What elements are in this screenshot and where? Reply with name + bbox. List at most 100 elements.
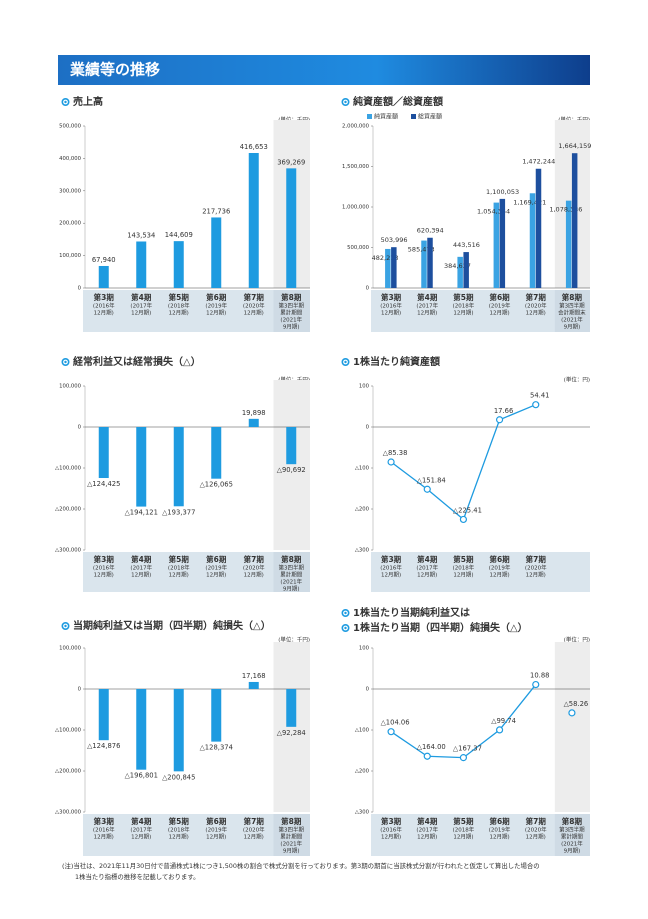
x-tick-label: 第3期 bbox=[381, 292, 402, 302]
x-tick-label: 12月期) bbox=[453, 572, 473, 579]
unit-label: (単位：千円) bbox=[278, 116, 310, 124]
title-icon bbox=[341, 623, 350, 632]
y-tick-label: 100,000 bbox=[59, 646, 82, 652]
highlight-category bbox=[554, 814, 590, 856]
y-tick-label: △200 bbox=[355, 769, 370, 775]
highlight-column bbox=[273, 642, 310, 812]
banner bbox=[58, 55, 590, 85]
x-tick-label: (2017年 bbox=[416, 302, 438, 310]
value-label: △58.26 bbox=[564, 700, 589, 708]
x-tick-label: (2016年 bbox=[380, 564, 402, 572]
unit-label: (単位：千円) bbox=[278, 376, 310, 384]
value-label: △126,065 bbox=[200, 481, 233, 489]
x-tick-label: (2017年 bbox=[130, 564, 152, 572]
y-tick-label: 0 bbox=[78, 687, 82, 693]
bar bbox=[98, 689, 109, 741]
category-band bbox=[83, 552, 310, 592]
x-tick-label: 第6期 bbox=[206, 816, 227, 826]
unit-label: (単位：円) bbox=[564, 376, 590, 384]
title-icon bbox=[64, 360, 67, 364]
x-tick-label: 第5期 bbox=[169, 816, 190, 826]
x-tick-label: (2016年 bbox=[93, 302, 115, 310]
x-tick-label: 12月期) bbox=[169, 572, 189, 579]
chart-title: 1株当たり当期純利益又は bbox=[353, 606, 470, 619]
marker bbox=[568, 709, 576, 717]
x-tick-label: 第7期 bbox=[526, 292, 547, 302]
x-tick-label: (2020年 bbox=[243, 826, 265, 834]
chart-title: 1株当たり当期（四半期）純損失（△） bbox=[353, 621, 528, 634]
title-icon bbox=[61, 98, 70, 107]
chart-title: 経常利益又は経常損失（△） bbox=[73, 355, 201, 368]
x-tick-label: 12月期) bbox=[453, 834, 473, 841]
value-label: △164.00 bbox=[417, 743, 446, 751]
value-label: 143,534 bbox=[127, 231, 155, 239]
value-label: △85.38 bbox=[383, 449, 408, 457]
x-tick-label: (2019年 bbox=[205, 826, 227, 834]
x-tick-label: (2021年 bbox=[561, 840, 583, 848]
x-tick-label: 第6期 bbox=[489, 292, 510, 302]
bar bbox=[571, 153, 578, 288]
x-tick-label: 12月期) bbox=[244, 572, 264, 579]
y-tick-label: 1,000,000 bbox=[342, 205, 370, 211]
x-tick-label: (2016年 bbox=[380, 302, 402, 310]
x-tick-label: 12月期) bbox=[490, 834, 510, 841]
x-tick-label: 12月期) bbox=[417, 572, 437, 579]
title-icon bbox=[341, 357, 350, 366]
value-label: 1,078,336 bbox=[549, 206, 582, 214]
value-label: △99.74 bbox=[491, 717, 516, 725]
value-label: 67,940 bbox=[92, 256, 116, 264]
x-tick-label: 12月期) bbox=[244, 310, 264, 317]
bar bbox=[286, 168, 297, 288]
x-tick-label: 累計期間 bbox=[561, 833, 584, 841]
bar bbox=[493, 202, 500, 288]
bar bbox=[173, 241, 184, 288]
x-tick-label: (2018年 bbox=[453, 564, 475, 572]
x-tick-label: 12月期) bbox=[131, 834, 151, 841]
x-tick-label: 第3期 bbox=[94, 816, 115, 826]
value-label: △92,284 bbox=[277, 729, 306, 737]
x-tick-label: (2019年 bbox=[205, 564, 227, 572]
legend-label: 総資産額 bbox=[418, 113, 442, 121]
y-tick-label: 0 bbox=[366, 286, 370, 292]
x-tick-label: 12月期) bbox=[244, 834, 264, 841]
value-label: △196,801 bbox=[125, 772, 158, 780]
bar bbox=[248, 153, 259, 288]
bar bbox=[173, 427, 184, 507]
value-label: 443,516 bbox=[453, 241, 480, 249]
title-icon bbox=[61, 621, 70, 630]
x-tick-label: 12月期) bbox=[526, 310, 546, 317]
x-tick-label: 第5期 bbox=[169, 554, 190, 564]
value-label: 1,054,354 bbox=[477, 208, 510, 216]
x-tick-label: 12月期) bbox=[94, 572, 114, 579]
x-tick-label: (2016年 bbox=[93, 826, 115, 834]
x-tick-label: 第8期 bbox=[281, 292, 302, 302]
x-tick-label: (2017年 bbox=[416, 564, 438, 572]
bar bbox=[499, 198, 506, 288]
y-tick-label: △200,000 bbox=[55, 769, 82, 775]
bar bbox=[136, 241, 147, 288]
value-label: △194,121 bbox=[125, 509, 158, 517]
category-band bbox=[371, 552, 590, 592]
marker bbox=[459, 515, 468, 524]
value-label: 585,473 bbox=[408, 246, 435, 254]
x-tick-label: 第4期 bbox=[417, 554, 438, 564]
category-band bbox=[83, 814, 310, 856]
x-tick-label: (2018年 bbox=[168, 564, 190, 572]
unit-label: (単位：円) bbox=[564, 636, 590, 644]
marker bbox=[423, 485, 431, 493]
y-tick-label: 1,500,000 bbox=[342, 164, 370, 170]
x-tick-label: (2021年 bbox=[280, 840, 302, 848]
x-tick-label: 累計期間 bbox=[280, 571, 303, 579]
bar bbox=[136, 689, 147, 770]
chart-title: 売上高 bbox=[73, 95, 103, 108]
value-label: 54.41 bbox=[530, 392, 549, 400]
unit-label: (単位：千円) bbox=[278, 636, 310, 644]
highlight-category bbox=[273, 814, 310, 856]
x-tick-label: 累計期間 bbox=[280, 833, 303, 841]
x-tick-label: 第8期 bbox=[562, 816, 583, 826]
y-tick-label: △300,000 bbox=[55, 548, 82, 554]
bar bbox=[535, 168, 542, 288]
y-tick-label: △300 bbox=[355, 548, 370, 554]
